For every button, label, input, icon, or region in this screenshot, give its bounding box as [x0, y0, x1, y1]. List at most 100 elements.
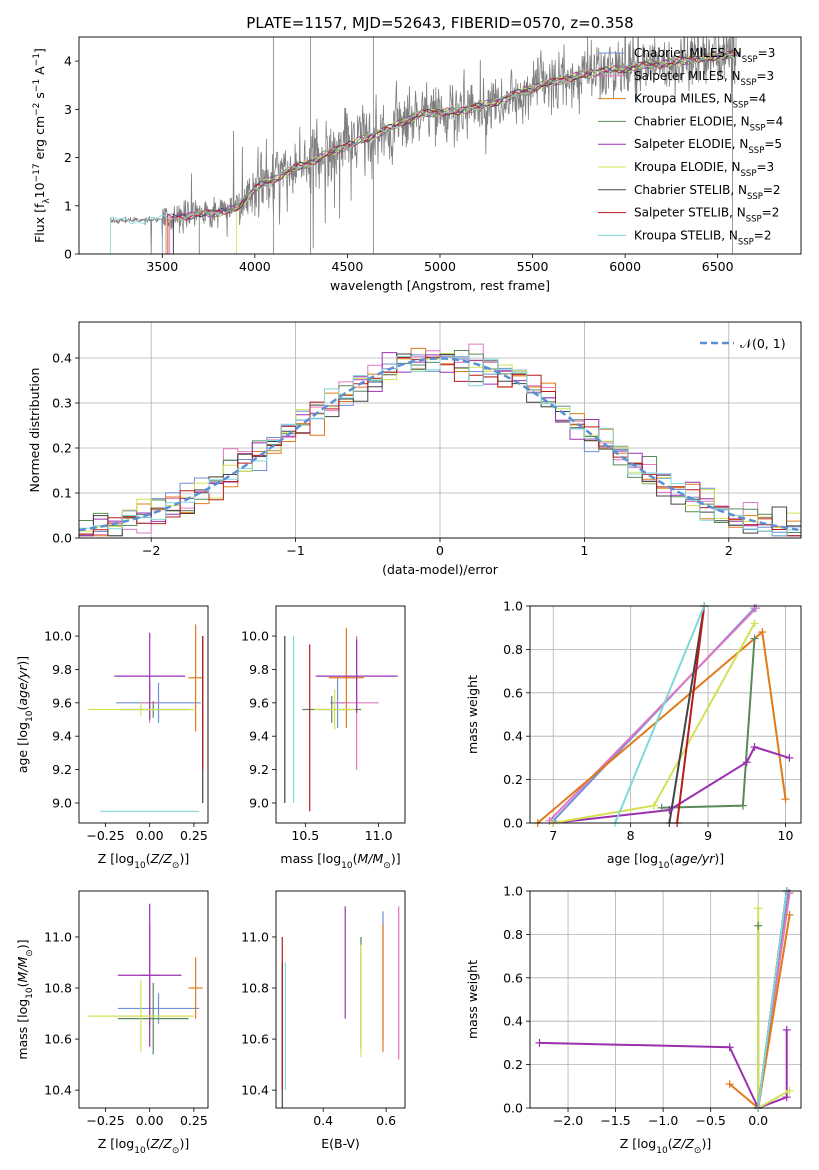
weight-line-kroupa-elodie: [757, 908, 791, 1108]
hist-step-kroupa-stelib: [79, 355, 801, 537]
label-part: Z [log: [98, 1136, 134, 1151]
y-tick-label: 10.8: [44, 981, 72, 996]
legend-text: Kroupa ELODIE, N: [634, 160, 741, 174]
age-vs-Z-axes: [75, 635, 195, 827]
label-part: s: [32, 92, 47, 103]
age-vs-Z-frame: [78, 605, 209, 824]
label-part: 10: [32, 182, 47, 198]
label-part: 10: [25, 987, 35, 999]
x-tick-label: 0.0: [748, 1113, 768, 1128]
label-part: (: [668, 1136, 673, 1151]
weight-line-salpeter-miles: [548, 607, 757, 822]
legend-entry: Chabrier MILES, NSSP=3: [634, 46, 775, 65]
label-part: Z/Z: [150, 851, 173, 866]
label-part: )]: [179, 1136, 189, 1151]
legend-count: =2: [762, 206, 780, 220]
label-part: λ: [42, 198, 52, 204]
label-part: mass weight: [465, 960, 480, 1039]
mass-weight-vs-age-frame: [529, 605, 802, 824]
legend-text: Chabrier ELODIE, N: [634, 114, 750, 128]
y-tick-label: 10.4: [44, 1083, 72, 1098]
x-tick-label: 10: [778, 828, 794, 843]
x-tick-label: 4000: [239, 259, 271, 274]
y-tick-label: 10.0: [241, 629, 269, 644]
legend-text: Kroupa MILES, N: [634, 92, 733, 106]
y-tick-label: 0.6: [503, 970, 523, 985]
legend-subscript: SSP: [741, 169, 757, 179]
y-tick-label: 0.4: [52, 351, 72, 366]
legend-count: =2: [763, 183, 781, 197]
weight-line-kroupa-stelib: [614, 606, 706, 823]
mass-vs-Z-frame: [78, 890, 209, 1109]
y-tick-label: 0.8: [503, 642, 523, 657]
x-tick-label: 7: [549, 828, 557, 843]
y-tick-label: 0: [64, 247, 72, 262]
legend-count: =2: [754, 228, 772, 242]
age-vs-Z-plot-area: [87, 624, 204, 812]
label-part: mass [log: [280, 851, 341, 866]
x-axis-label: Z [log10(Z/Z⊙)]: [620, 1136, 711, 1156]
x-tick-label: 0.4: [313, 1113, 333, 1128]
y-tick-label: 0.2: [52, 441, 72, 456]
legend-entry: Chabrier STELIB, NSSP=2: [634, 183, 781, 202]
x-tick-label: −1.5: [600, 1113, 630, 1128]
label-part: ]: [32, 48, 47, 53]
label-part: −1: [32, 79, 42, 92]
y-tick-label: 9.8: [249, 662, 269, 677]
label-part: )]: [714, 851, 724, 866]
legend-entry: Salpeter MILES, NSSP=3: [634, 69, 774, 88]
y-tick-label: 0.1: [52, 486, 72, 501]
legend-count: =5: [764, 137, 782, 151]
x-axis-label: mass [log10(M/M⊙)]: [280, 851, 400, 871]
model-line-kroupa-stelib: [110, 51, 740, 254]
label-part: (: [146, 1136, 151, 1151]
label-part: mass [log: [15, 999, 30, 1060]
legend-subscript: SSP: [750, 123, 766, 133]
residuals-x-label: (data-model)/error: [382, 562, 499, 577]
label-part: −2: [32, 103, 42, 116]
label-part: 10: [134, 1146, 146, 1156]
label-part: Z/Z: [150, 1136, 173, 1151]
y-tick-label: 9.2: [52, 762, 72, 777]
x-tick-label: 0.00: [136, 1113, 164, 1128]
label-part: 10: [134, 861, 146, 871]
label-part: (: [15, 706, 30, 711]
legend-subscript: SSP: [738, 237, 754, 247]
y-tick-label: 10.8: [241, 981, 269, 996]
spectrum-y-label: Flux [fλ10−17 erg cm−2 s−1 A−1]: [32, 48, 52, 243]
legend-count: =3: [758, 46, 776, 60]
y-axis-label: age [log10(age/yr)]: [15, 656, 35, 773]
mass-weight-vs-Z-axes: [526, 890, 801, 1112]
x-tick-label: 0.6: [376, 1113, 396, 1128]
weight-line-salpeter-stelib: [676, 606, 706, 823]
x-tick-label: −0.25: [86, 1113, 124, 1128]
legend-subscript: SSP: [733, 101, 749, 111]
y-tick-label: 9.4: [249, 729, 269, 744]
label-part: (: [15, 982, 30, 987]
label-part: )]: [701, 1136, 711, 1151]
y-tick-label: 9.4: [52, 729, 72, 744]
label-part: )]: [391, 851, 401, 866]
spectrum-axes: [75, 60, 719, 258]
y-tick-label: 0.8: [503, 927, 523, 942]
label-part: (: [669, 851, 674, 866]
x-axis-label: Z [log10(Z/Z⊙)]: [98, 851, 189, 871]
x-tick-label: 0.25: [180, 1113, 208, 1128]
legend-entry: Chabrier ELODIE, NSSP=4: [634, 114, 783, 133]
legend-count: =3: [756, 160, 774, 174]
y-tick-label: 3: [64, 102, 72, 117]
y-tick-label: 9.6: [249, 695, 269, 710]
y-tick-label: 10.6: [241, 1032, 269, 1047]
legend-count: =4: [749, 92, 767, 106]
label-part: erg cm: [32, 116, 47, 164]
y-axis-label: mass [log10(M/M⊙)]: [15, 939, 35, 1059]
label-part: age/yr: [15, 665, 30, 706]
legend-entry: Salpeter STELIB, NSSP=2: [634, 206, 779, 225]
label-part: 10: [341, 861, 353, 871]
weight-line-chabrier-stelib: [668, 606, 706, 823]
legend-entry: Salpeter ELODIE, NSSP=5: [634, 137, 782, 156]
x-tick-label: −0.5: [695, 1113, 725, 1128]
normal-curve: [79, 357, 799, 532]
y-tick-label: 11.0: [241, 929, 269, 944]
spectrum-frame: [78, 36, 802, 255]
